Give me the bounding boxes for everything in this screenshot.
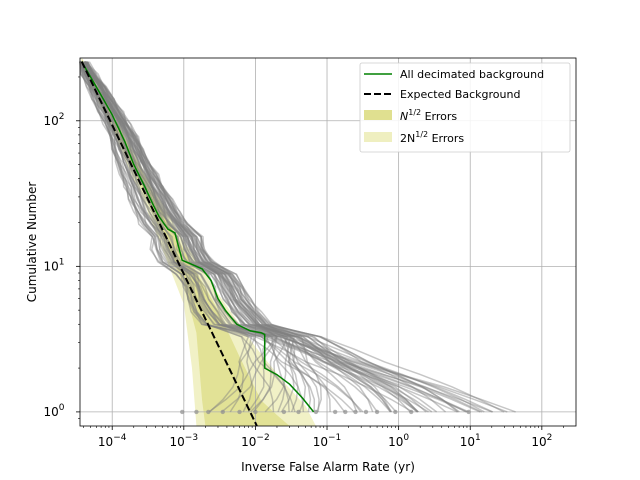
decimated-background-curve: [88, 61, 446, 413]
y-tick-label: 100: [43, 403, 64, 419]
endpoint-dot: [409, 409, 414, 415]
endpoint-dot: [281, 409, 287, 415]
decimated-background-curve: [80, 61, 433, 413]
endpoint-dot: [220, 409, 225, 415]
decimated-background-curve: [84, 61, 286, 413]
x-tick-label: 10−1: [313, 433, 342, 449]
endpoint-dot: [253, 409, 258, 415]
decimated-background-curve: [80, 61, 397, 413]
decimated-background-curve: [80, 61, 483, 413]
x-tick-label: 100: [388, 433, 409, 449]
decimated-background-curve: [86, 61, 296, 413]
plot-frame: [79, 57, 577, 427]
decimated-background-curve: [83, 61, 307, 413]
decimated-background-curve: [79, 61, 470, 413]
x-tick-label: 101: [460, 433, 481, 449]
decimated-background-curve: [79, 61, 508, 413]
decimated-background-curve: [86, 61, 427, 413]
x-tick-label: 10−2: [241, 433, 270, 449]
decimated-background-curve: [84, 61, 378, 413]
decimated-background-curve: [85, 61, 320, 412]
endpoint-dot: [180, 409, 185, 415]
legend-swatch-n-errors: [364, 110, 392, 120]
decimated-background-curve: [85, 61, 411, 413]
decimated-background-curve: [84, 61, 418, 413]
endpoint-dots: [180, 409, 471, 415]
decimated-background-curve: [84, 61, 270, 413]
legend-label-2n-errors: 2N1/2 Errors: [400, 130, 464, 145]
decimated-background-curve: [81, 61, 278, 413]
legend: All decimated background Expected Backgr…: [359, 62, 571, 153]
endpoint-dot: [332, 409, 338, 415]
decimated-background-curve: [86, 61, 418, 413]
decimated-background-curve: [84, 61, 505, 413]
decimated-background-curve: [86, 61, 358, 413]
decimated-background-curve: [79, 61, 355, 413]
endpoint-dot: [466, 409, 471, 415]
endpoint-dot: [296, 409, 301, 415]
decimated-background-curve: [79, 61, 516, 413]
decimated-background-curve: [81, 61, 392, 413]
decimated-background-curve: [85, 61, 289, 413]
decimated-background-curve: [85, 61, 299, 413]
decimated-background-curve: [87, 61, 392, 413]
decimated-background-curve: [83, 61, 331, 412]
error-bands: [81, 58, 316, 426]
decimated-background-curve: [79, 61, 305, 412]
decimated-background-curve: [84, 61, 312, 413]
decimated-background-curve: [84, 61, 419, 413]
decimated-background-curve: [81, 61, 393, 413]
x-tick-label: 102: [531, 433, 552, 449]
decimated-background-curve: [84, 61, 438, 413]
x-axis-label: Inverse False Alarm Rate (yr): [241, 460, 415, 474]
y-axis-label: Cumulative Number: [25, 182, 39, 303]
background-curves: [79, 61, 516, 413]
legend-label-decimated: All decimated background: [400, 68, 544, 81]
endpoint-dot: [237, 409, 242, 415]
decimated-background-curve: [81, 61, 362, 413]
endpoint-dot: [353, 409, 358, 415]
expected-background-line: [80, 61, 258, 427]
endpoint-dot: [194, 409, 199, 415]
series-lines: [80, 61, 315, 427]
endpoint-dot: [374, 409, 380, 415]
decimated-background-curve: [79, 61, 296, 413]
legend-frame: [359, 62, 571, 153]
decimated-background-curve: [84, 61, 279, 413]
decimated-background-curve: [83, 61, 316, 412]
decimated-background-curve: [86, 61, 374, 413]
decimated-background-curve: [81, 61, 485, 413]
decimated-background-curve: [83, 61, 322, 413]
decimated-background-curve: [83, 61, 460, 413]
decimated-background-curve: [84, 61, 419, 413]
y-tick-label: 102: [43, 112, 64, 128]
endpoint-dot: [206, 409, 211, 415]
decimated-background-curve: [79, 61, 481, 413]
decimated-background-curve: [79, 61, 290, 412]
x-tick-label: 10−3: [170, 433, 199, 449]
decimated-background-curve: [86, 61, 278, 413]
endpoint-dot: [343, 409, 348, 415]
legend-swatch-2n-errors: [364, 132, 392, 142]
legend-label-expected: Expected Background: [400, 88, 520, 101]
decimated-background-curve: [79, 61, 413, 413]
endpoint-dot: [313, 409, 319, 415]
decimated-background-curve: [84, 61, 459, 413]
x-tick-label: 10−4: [98, 433, 127, 449]
legend-label-n-errors: N1/2 Errors: [400, 108, 457, 123]
all-decimated-background-line: [81, 61, 315, 413]
decimated-background-curve: [84, 61, 391, 413]
decimated-background-curve: [79, 61, 458, 413]
decimated-background-curve: [79, 61, 275, 412]
decimated-background-curve: [79, 61, 493, 413]
decimated-background-curve: [83, 61, 292, 413]
axis-ticks: 10−4 10−3 10−2 10−1 100 101 102 100 101 102: [43, 76, 564, 449]
y-tick-label: 101: [43, 257, 64, 273]
decimated-background-curve: [79, 61, 468, 413]
endpoint-dot: [363, 409, 369, 415]
endpoint-dot: [393, 409, 398, 415]
decimated-background-curve: [79, 61, 346, 413]
